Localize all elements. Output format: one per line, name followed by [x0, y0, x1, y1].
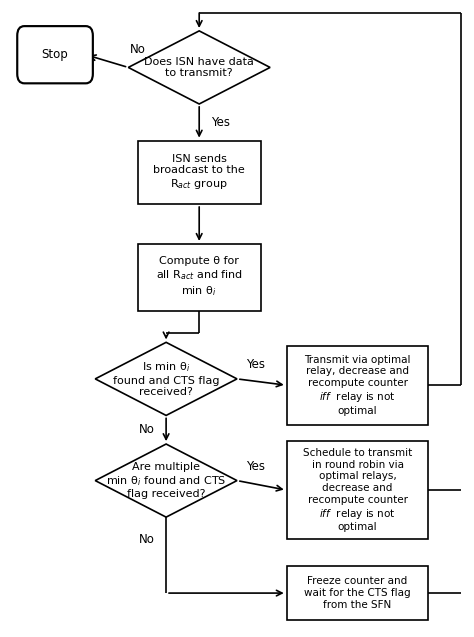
FancyBboxPatch shape: [138, 141, 261, 204]
FancyBboxPatch shape: [138, 244, 261, 311]
Text: Does ISN have data
to transmit?: Does ISN have data to transmit?: [144, 57, 254, 78]
Text: Schedule to transmit
in round robin via
optimal relays,
decrease and
recompute c: Schedule to transmit in round robin via …: [303, 448, 412, 532]
Text: Yes: Yes: [246, 358, 265, 371]
Text: No: No: [138, 533, 155, 546]
Text: Yes: Yes: [211, 116, 230, 129]
Text: Are multiple
min θ$_i$ found and CTS
flag received?: Are multiple min θ$_i$ found and CTS fla…: [106, 462, 226, 499]
FancyBboxPatch shape: [17, 26, 93, 83]
Text: Compute θ for
all R$_{act}$ and find
min θ$_i$: Compute θ for all R$_{act}$ and find min…: [156, 256, 243, 298]
Polygon shape: [128, 31, 270, 104]
Text: Is min θ$_i$
found and CTS flag
received?: Is min θ$_i$ found and CTS flag received…: [113, 361, 219, 397]
Text: Yes: Yes: [246, 460, 265, 473]
FancyBboxPatch shape: [287, 441, 428, 540]
Text: Freeze counter and
wait for the CTS flag
from the SFN: Freeze counter and wait for the CTS flag…: [304, 576, 411, 610]
Polygon shape: [95, 444, 237, 517]
Text: No: No: [138, 423, 155, 436]
Polygon shape: [95, 342, 237, 415]
Text: Stop: Stop: [42, 48, 68, 61]
FancyBboxPatch shape: [287, 566, 428, 620]
FancyBboxPatch shape: [287, 345, 428, 425]
Text: ISN sends
broadcast to the
R$_{act}$ group: ISN sends broadcast to the R$_{act}$ gro…: [153, 154, 245, 191]
Text: Transmit via optimal
relay, decrease and
recompute counter
$iff$  relay is not
o: Transmit via optimal relay, decrease and…: [304, 355, 411, 415]
Text: No: No: [130, 43, 146, 56]
